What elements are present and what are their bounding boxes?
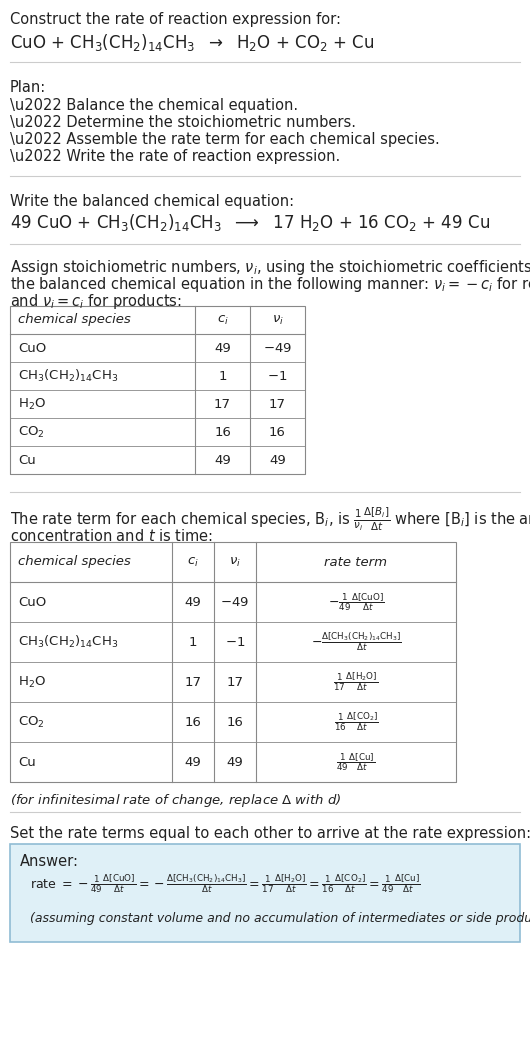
Text: $\nu_i$: $\nu_i$	[271, 314, 284, 326]
Text: 16: 16	[269, 425, 286, 439]
Text: \u2022 Determine the stoichiometric numbers.: \u2022 Determine the stoichiometric numb…	[10, 115, 356, 130]
Text: \u2022 Assemble the rate term for each chemical species.: \u2022 Assemble the rate term for each c…	[10, 132, 440, 147]
Text: rate $= -\frac{1}{49}\frac{\Delta[\mathrm{CuO}]}{\Delta t} = -\frac{\Delta[\math: rate $= -\frac{1}{49}\frac{\Delta[\mathr…	[30, 872, 421, 895]
Text: $\nu_i$: $\nu_i$	[229, 555, 241, 569]
Text: the balanced chemical equation in the following manner: $\nu_i = -c_i$ for react: the balanced chemical equation in the fo…	[10, 275, 530, 294]
Text: CuO: CuO	[18, 595, 46, 609]
Text: 16: 16	[214, 425, 231, 439]
Text: 16: 16	[226, 716, 243, 728]
Text: rate term: rate term	[324, 555, 387, 569]
Text: (for infinitesimal rate of change, replace $\Delta$ with $d$): (for infinitesimal rate of change, repla…	[10, 792, 341, 809]
Text: Cu: Cu	[18, 453, 36, 467]
Text: Set the rate terms equal to each other to arrive at the rate expression:: Set the rate terms equal to each other t…	[10, 826, 530, 841]
Text: 49: 49	[214, 342, 231, 354]
Text: Cu: Cu	[18, 755, 36, 769]
Text: 49: 49	[227, 755, 243, 769]
Text: Answer:: Answer:	[20, 854, 79, 869]
FancyBboxPatch shape	[10, 844, 520, 942]
Text: Plan:: Plan:	[10, 80, 46, 95]
Text: CuO + CH$_3$(CH$_2$)$_{14}$CH$_3$  $\rightarrow$  H$_2$O + CO$_2$ + Cu: CuO + CH$_3$(CH$_2$)$_{14}$CH$_3$ $\righ…	[10, 32, 374, 53]
Text: Assign stoichiometric numbers, $\nu_i$, using the stoichiometric coefficients, $: Assign stoichiometric numbers, $\nu_i$, …	[10, 258, 530, 277]
Text: 1: 1	[189, 636, 197, 648]
Text: CO$_2$: CO$_2$	[18, 715, 45, 729]
Text: CuO: CuO	[18, 342, 46, 354]
Text: and $\nu_i = c_i$ for products:: and $\nu_i = c_i$ for products:	[10, 292, 182, 311]
Text: 49: 49	[269, 453, 286, 467]
Text: $-1$: $-1$	[267, 370, 288, 382]
Text: (assuming constant volume and no accumulation of intermediates or side products): (assuming constant volume and no accumul…	[30, 912, 530, 925]
Text: 49 CuO + CH$_3$(CH$_2$)$_{14}$CH$_3$  $\longrightarrow$  17 H$_2$O + 16 CO$_2$ +: 49 CuO + CH$_3$(CH$_2$)$_{14}$CH$_3$ $\l…	[10, 212, 490, 233]
Text: $c_i$: $c_i$	[217, 314, 228, 326]
Text: 49: 49	[184, 755, 201, 769]
Text: The rate term for each chemical species, B$_i$, is $\frac{1}{\nu_i}\frac{\Delta[: The rate term for each chemical species,…	[10, 506, 530, 534]
Text: $-49$: $-49$	[220, 595, 250, 609]
Text: \u2022 Write the rate of reaction expression.: \u2022 Write the rate of reaction expres…	[10, 149, 340, 164]
Text: $-\frac{\Delta[\mathrm{CH_3(CH_2)_{14}CH_3}]}{\Delta t}$: $-\frac{\Delta[\mathrm{CH_3(CH_2)_{14}CH…	[311, 630, 402, 653]
Text: H$_2$O: H$_2$O	[18, 674, 46, 690]
Text: 1: 1	[218, 370, 227, 382]
Text: $-\frac{1}{49}\frac{\Delta[\mathrm{CuO}]}{\Delta t}$: $-\frac{1}{49}\frac{\Delta[\mathrm{CuO}]…	[328, 591, 384, 613]
Text: chemical species: chemical species	[18, 555, 131, 569]
Text: 49: 49	[214, 453, 231, 467]
Text: Construct the rate of reaction expression for:: Construct the rate of reaction expressio…	[10, 13, 341, 27]
Text: 49: 49	[184, 595, 201, 609]
Text: Write the balanced chemical equation:: Write the balanced chemical equation:	[10, 194, 294, 209]
Text: chemical species: chemical species	[18, 314, 131, 326]
Text: $c_i$: $c_i$	[187, 555, 199, 569]
Bar	[10, 542, 456, 782]
Text: $-1$: $-1$	[225, 636, 245, 648]
Text: 17: 17	[214, 397, 231, 411]
Text: 16: 16	[184, 716, 201, 728]
Text: CH$_3$(CH$_2$)$_{14}$CH$_3$: CH$_3$(CH$_2$)$_{14}$CH$_3$	[18, 368, 118, 384]
Text: $-49$: $-49$	[263, 342, 292, 354]
Text: $\frac{1}{16}\frac{\Delta[\mathrm{CO_2}]}{\Delta t}$: $\frac{1}{16}\frac{\Delta[\mathrm{CO_2}]…	[333, 711, 378, 734]
Text: H$_2$O: H$_2$O	[18, 396, 46, 412]
Text: concentration and $t$ is time:: concentration and $t$ is time:	[10, 528, 213, 544]
Text: $\frac{1}{49}\frac{\Delta[\mathrm{Cu}]}{\Delta t}$: $\frac{1}{49}\frac{\Delta[\mathrm{Cu}]}{…	[337, 751, 376, 773]
Bar	[10, 306, 305, 474]
Text: 17: 17	[184, 675, 201, 689]
Text: CO$_2$: CO$_2$	[18, 424, 45, 440]
Text: CH$_3$(CH$_2$)$_{14}$CH$_3$: CH$_3$(CH$_2$)$_{14}$CH$_3$	[18, 634, 118, 650]
Text: 17: 17	[269, 397, 286, 411]
Text: \u2022 Balance the chemical equation.: \u2022 Balance the chemical equation.	[10, 98, 298, 113]
Text: $\frac{1}{17}\frac{\Delta[\mathrm{H_2O}]}{\Delta t}$: $\frac{1}{17}\frac{\Delta[\mathrm{H_2O}]…	[333, 671, 378, 693]
Text: 17: 17	[226, 675, 243, 689]
